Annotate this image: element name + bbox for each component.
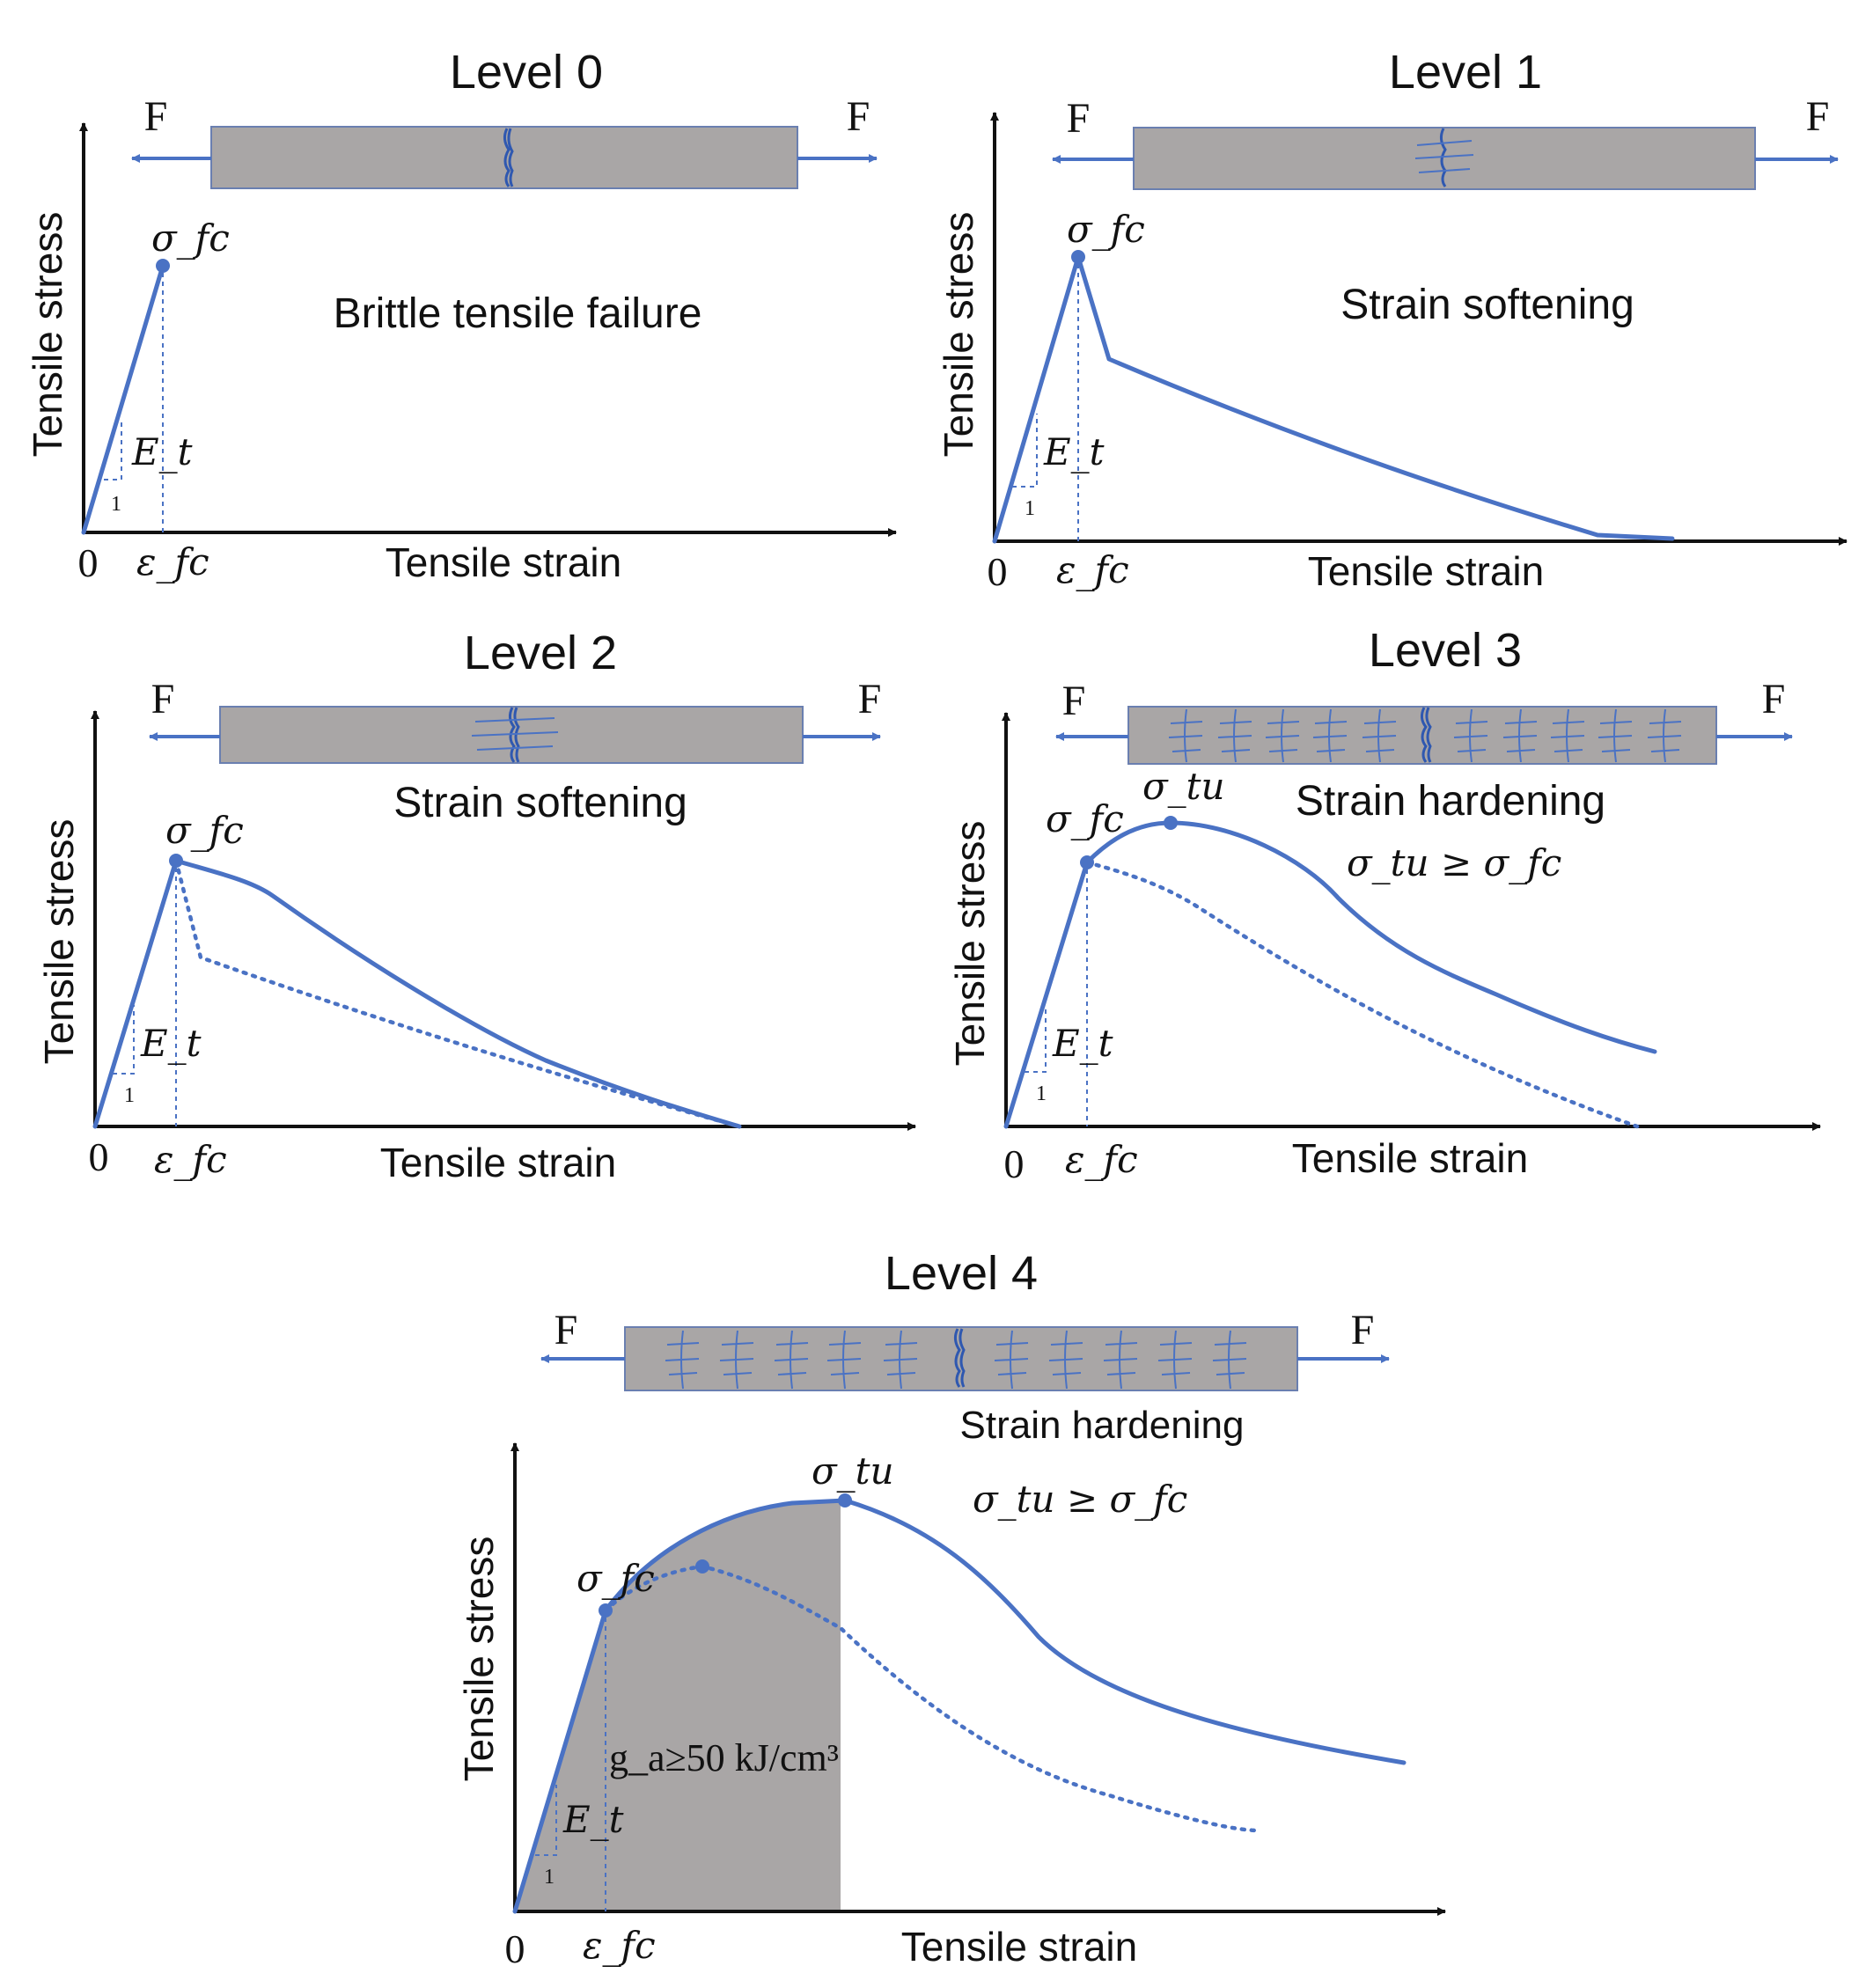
origin-label: 0 <box>988 549 1008 594</box>
stress-strain-curve <box>512 1498 1407 1914</box>
x-axis-label: Tensile strain <box>1308 548 1544 594</box>
first-crack-point <box>1080 855 1094 869</box>
first-crack-point <box>1071 250 1085 264</box>
force-label-right: F <box>1806 93 1830 140</box>
softening-curve-dotted <box>1084 860 1640 1129</box>
first-crack-strain-label: ε_fc <box>154 1138 227 1181</box>
modulus-label: E_t <box>131 430 193 473</box>
panel-level-3: Level 3 F F Tensile stress <box>947 624 1821 1186</box>
specimen-bar <box>1133 127 1756 190</box>
slope-triangle <box>1012 414 1038 488</box>
slope-triangle <box>1025 1008 1047 1073</box>
y-axis-label: Tensile stress <box>456 1537 502 1782</box>
specimen-bar <box>219 706 804 764</box>
panel-level-1: Level 1 F F Tensile stress Tensile strai… <box>936 46 1847 594</box>
hardening-curve-dotted <box>603 1564 1261 1833</box>
first-crack-point <box>156 259 170 273</box>
failure-mode-label: Strain hardening <box>960 1404 1245 1447</box>
dotted-peak-point <box>695 1559 709 1574</box>
force-label-left: F <box>1067 95 1091 142</box>
x-axis-label: Tensile strain <box>1292 1135 1528 1181</box>
first-crack-strain-label: ε_fc <box>1056 548 1129 591</box>
first-crack-stress-label: σ_fc <box>577 1557 655 1600</box>
slope-one-label: 1 <box>544 1866 555 1889</box>
stress-strain-curve <box>1003 820 1657 1129</box>
origin-label: 0 <box>89 1134 109 1179</box>
force-label-left: F <box>144 93 168 140</box>
origin-label: 0 <box>505 1926 525 1971</box>
slope-triangle <box>535 1785 557 1856</box>
first-crack-stress-label: σ_fc <box>1067 208 1145 251</box>
panel-title: Level 4 <box>885 1247 1038 1300</box>
force-label-right: F <box>1762 676 1786 723</box>
slope-one-label: 1 <box>1036 1082 1047 1105</box>
ultimate-point <box>838 1493 852 1508</box>
y-axis-label: Tensile stress <box>36 819 82 1065</box>
x-axis-label: Tensile strain <box>380 1140 616 1185</box>
modulus-label: E_t <box>562 1798 624 1841</box>
y-axis-label: Tensile stress <box>25 212 70 458</box>
first-crack-strain-label: ε_fc <box>136 540 209 583</box>
specimen-bar <box>210 126 798 189</box>
ultimate-stress-label: σ_tu <box>1142 765 1225 808</box>
modulus-label: E_t <box>1052 1022 1113 1065</box>
strength-condition-label: σ_tu ≥ σ_fc <box>973 1478 1187 1521</box>
force-label-left: F <box>1062 678 1086 724</box>
panel-level-2: Level 2 F F Tensile stress Tensile strai… <box>36 627 916 1185</box>
force-label-left: F <box>151 676 175 723</box>
first-crack-stress-label: σ_fc <box>1046 797 1124 840</box>
force-label-right: F <box>1351 1307 1375 1353</box>
y-axis-label: Tensile stress <box>936 212 981 458</box>
origin-label: 0 <box>1004 1141 1025 1186</box>
x-axis-label: Tensile strain <box>901 1924 1137 1970</box>
specimen-bar <box>624 1326 1298 1391</box>
slope-triangle <box>104 418 122 480</box>
failure-mode-label: Strain softening <box>1340 282 1634 328</box>
energy-label: g_a≥50 kJ/cm³ <box>609 1736 839 1779</box>
force-label-left: F <box>555 1307 578 1353</box>
first-crack-point <box>599 1603 613 1618</box>
origin-label: 0 <box>78 540 99 585</box>
softening-curve-dotted <box>173 858 742 1129</box>
slope-one-label: 1 <box>124 1084 135 1107</box>
specimen-bar <box>1127 706 1717 765</box>
ultimate-stress-label: σ_tu <box>812 1449 894 1493</box>
modulus-label: E_t <box>1043 430 1105 473</box>
first-crack-strain-label: ε_fc <box>1065 1138 1138 1181</box>
x-axis-label: Tensile strain <box>386 539 621 585</box>
panel-title: Level 2 <box>464 627 617 679</box>
energy-area <box>515 1500 841 1911</box>
panel-level-4: Level 4 F F Strain hardening <box>456 1247 1446 1971</box>
slope-one-label: 1 <box>111 493 121 516</box>
y-axis-label: Tensile stress <box>947 821 993 1067</box>
force-label-right: F <box>847 93 870 140</box>
panel-title: Level 0 <box>450 46 603 99</box>
ultimate-point <box>1164 816 1178 830</box>
stress-strain-curve <box>992 254 1675 544</box>
first-crack-strain-label: ε_fc <box>583 1924 656 1967</box>
panel-title: Level 3 <box>1369 624 1522 677</box>
stress-strain-curve <box>81 263 165 535</box>
first-crack-stress-label: σ_fc <box>151 216 230 260</box>
failure-mode-label: Brittle tensile failure <box>334 290 702 337</box>
first-crack-point <box>169 854 183 868</box>
force-label-right: F <box>858 676 882 723</box>
panel-title: Level 1 <box>1389 46 1542 99</box>
stress-strain-curve <box>92 858 742 1129</box>
first-crack-stress-label: σ_fc <box>165 809 244 852</box>
modulus-label: E_t <box>140 1022 202 1065</box>
strength-condition-label: σ_tu ≥ σ_fc <box>1347 841 1561 884</box>
failure-mode-label: Strain softening <box>393 780 687 826</box>
failure-mode-label: Strain hardening <box>1296 778 1605 825</box>
panel-level-0: Level 0 F F Tensile stress Tensile strai… <box>25 46 897 585</box>
slope-one-label: 1 <box>1025 497 1035 520</box>
slope-triangle <box>113 1005 135 1075</box>
